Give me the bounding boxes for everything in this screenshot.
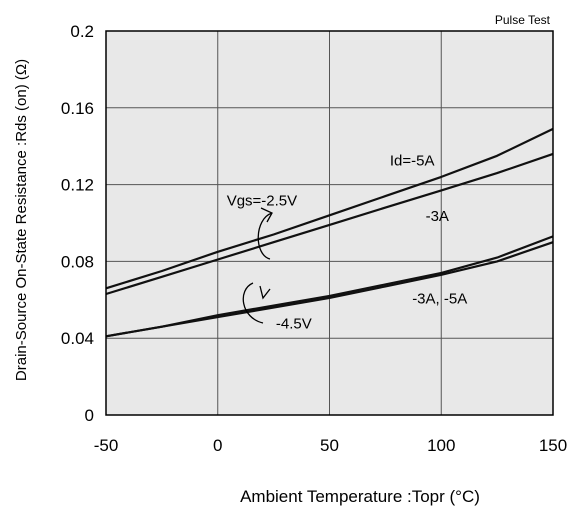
annotation-label: Vgs=-2.5V [227, 193, 297, 210]
x-tick-label: 150 [539, 436, 567, 455]
x-axis-title: Ambient Temperature :Topr (°C) [240, 487, 480, 506]
vgs-2.5v-bracket [257, 212, 273, 260]
grid-lines [106, 31, 553, 415]
series-line-4 [105, 241, 554, 338]
vgs-2.5v-bracket-arrow [260, 207, 273, 223]
x-tick-label: 0 [213, 436, 222, 455]
plot-frame [105, 30, 554, 416]
series-layer [105, 127, 554, 338]
x-tick-label: 50 [320, 436, 339, 455]
series-line-1 [105, 127, 554, 290]
y-tick-label: 0 [85, 406, 94, 425]
y-tick-label: 0.08 [61, 252, 94, 271]
vgs-4.5v-bracket [242, 282, 264, 324]
annotation-label: -4.5V [276, 316, 312, 333]
y-tick-label: 0.2 [70, 22, 94, 41]
pulse-test-note: Pulse Test [495, 13, 551, 27]
annotations: Id=-5A Vgs=-2.5V -3A -3A, -5A -4.5V [227, 152, 468, 332]
vgs-4.5v-bracket-arrow [259, 285, 271, 300]
series-line-2 [105, 152, 554, 296]
y-axis-title: Drain-Source On-State Resistance :Rds (o… [13, 59, 30, 381]
y-tick-label: 0.16 [61, 99, 94, 118]
y-tick-label: 0.04 [61, 329, 94, 348]
x-tick-label: 100 [427, 436, 455, 455]
annotation-label: -3A, -5A [412, 291, 467, 308]
annotation-label: Id=-5A [390, 152, 435, 169]
y-tick-label: 0.12 [61, 176, 94, 195]
x-tick-label: -50 [94, 436, 119, 455]
series-brackets [242, 207, 273, 324]
annotation-label: -3A [426, 208, 449, 225]
